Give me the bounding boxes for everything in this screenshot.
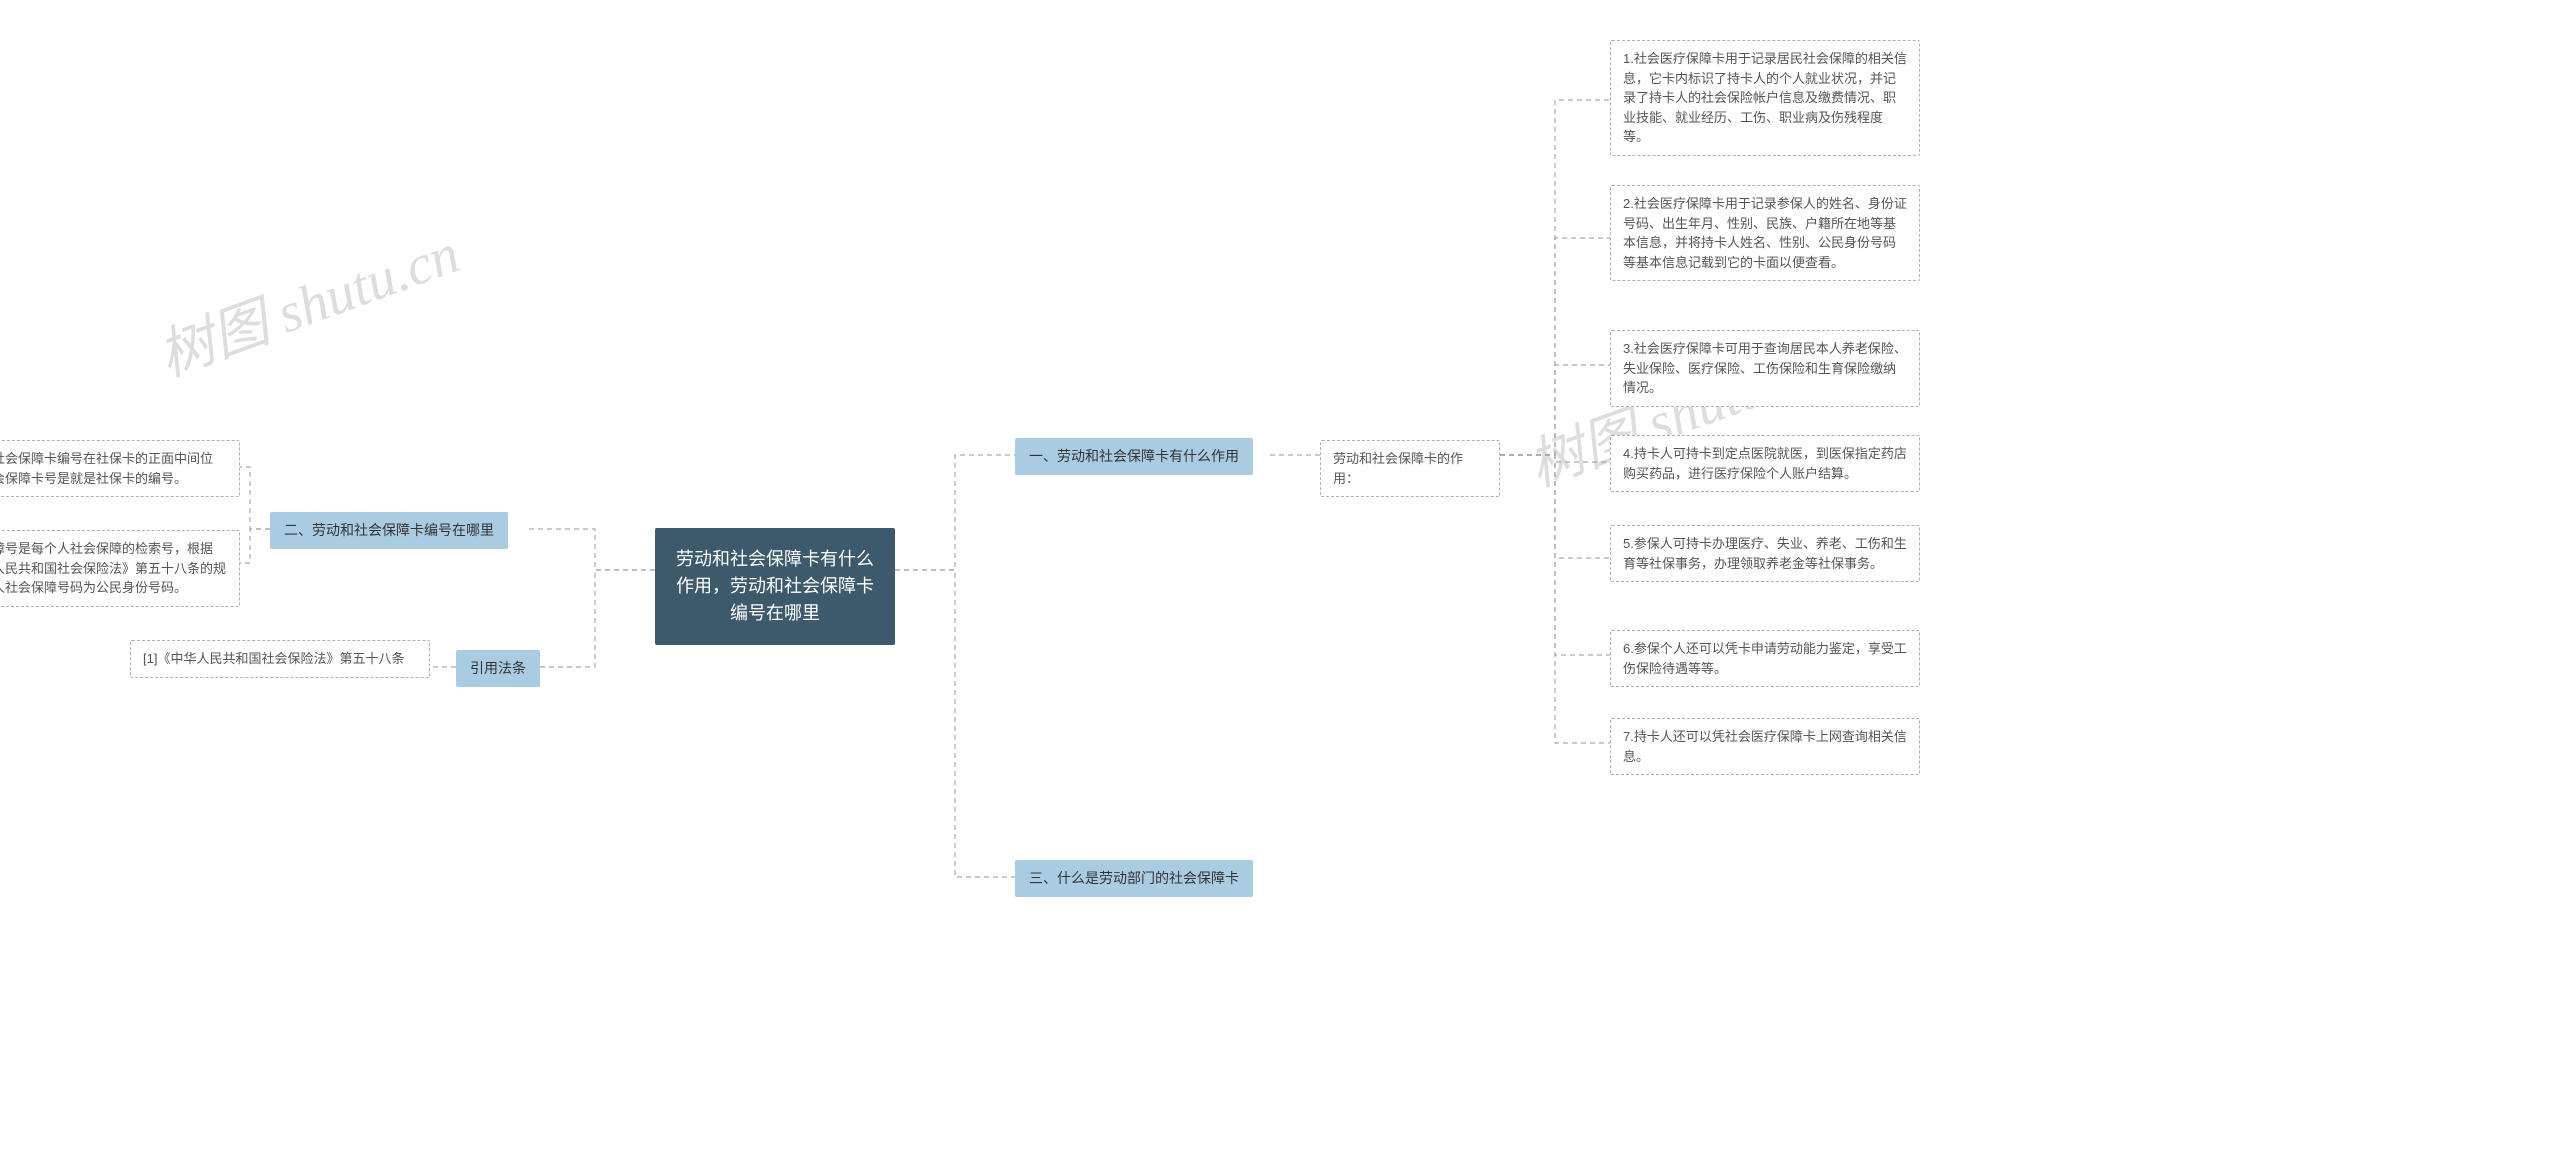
- branch-2: 二、劳动和社会保障卡编号在哪里: [270, 512, 508, 549]
- leaf-l-1: 劳动和社会保障卡编号在社保卡的正面中间位置，社会保障卡号是就是社保卡的编号。: [0, 440, 240, 497]
- connector-lines: [0, 0, 2560, 1167]
- branch-4: 引用法条: [456, 650, 540, 687]
- leaf-r-2: 2.社会医疗保障卡用于记录参保人的姓名、身份证号码、出生年月、性别、民族、户籍所…: [1610, 185, 1920, 281]
- root-node: 劳动和社会保障卡有什么作用，劳动和社会保障卡编号在哪里: [655, 528, 895, 645]
- leaf-r-5: 5.参保人可持卡办理医疗、失业、养老、工伤和生育等社保事务，办理领取养老金等社保…: [1610, 525, 1920, 582]
- leaf-r-1: 1.社会医疗保障卡用于记录居民社会保障的相关信息，它卡内标识了持卡人的个人就业状…: [1610, 40, 1920, 156]
- leaf-r-7: 7.持卡人还可以凭社会医疗保障卡上网查询相关信息。: [1610, 718, 1920, 775]
- watermark-1: 树图 shutu.cn: [146, 209, 469, 393]
- leaf-r-3: 3.社会医疗保障卡可用于查询居民本人养老保险、失业保险、医疗保险、工伤保险和生育…: [1610, 330, 1920, 407]
- branch-1-sub: 劳动和社会保障卡的作用：: [1320, 440, 1500, 497]
- branch-3: 三、什么是劳动部门的社会保障卡: [1015, 860, 1253, 897]
- leaf-r-4: 4.持卡人可持卡到定点医院就医，到医保指定药店购买药品，进行医疗保险个人账户结算…: [1610, 435, 1920, 492]
- leaf-l-2: 社会保障号是每个人社会保障的检索号，根据《中华人民共和国社会保险法》第五十八条的…: [0, 530, 240, 607]
- leaf-l-3: [1]《中华人民共和国社会保险法》第五十八条: [130, 640, 430, 678]
- branch-1: 一、劳动和社会保障卡有什么作用: [1015, 438, 1253, 475]
- leaf-r-6: 6.参保个人还可以凭卡申请劳动能力鉴定，享受工伤保险待遇等等。: [1610, 630, 1920, 687]
